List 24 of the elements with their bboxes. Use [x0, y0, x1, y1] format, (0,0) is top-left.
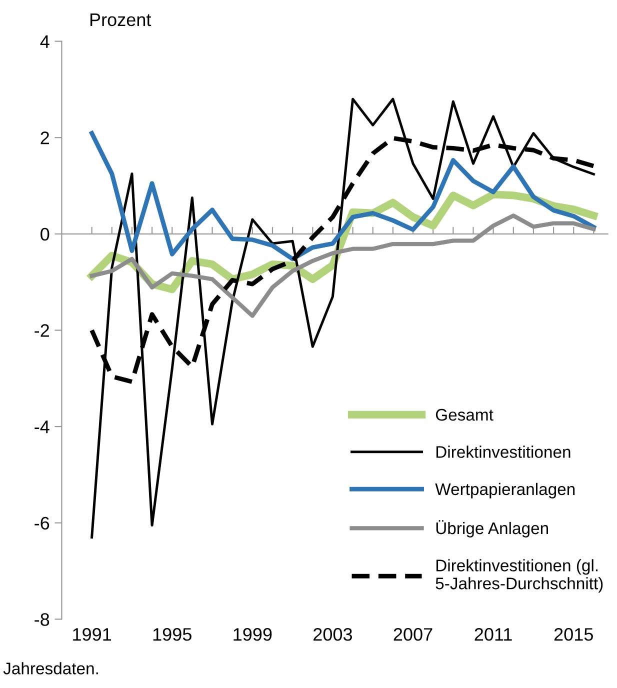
legend-label: Gesamt — [436, 408, 494, 421]
y-tick-label: -8 — [34, 613, 50, 626]
x-tick-label: 1995 — [153, 628, 192, 641]
x-tick-label: 2003 — [314, 628, 352, 641]
x-tick-label: 1991 — [73, 628, 112, 641]
y-tick-label: 0 — [40, 228, 50, 241]
y-axis-title: Prozent — [90, 14, 152, 26]
x-tick-label: 2007 — [394, 628, 432, 641]
x-tick-label: 1999 — [234, 628, 272, 641]
legend-label: Wertpapieranlagen — [435, 482, 575, 498]
legend-label: Direktinvestitionen — [436, 446, 570, 458]
y-tick-label: 4 — [40, 35, 50, 48]
line-series — [90, 98, 595, 539]
text: Jahresdaten. — [3, 662, 98, 674]
legend-label: Übrige Anlagen — [436, 520, 548, 538]
y-tick-label: 2 — [40, 132, 49, 144]
x-tick-label: 2011 — [474, 628, 512, 641]
line-series — [90, 131, 596, 262]
y-tick-label: -2 — [34, 324, 49, 337]
line-series — [90, 214, 596, 318]
y-tick-label: -4 — [34, 420, 50, 434]
x-tick-label: 2015 — [554, 628, 593, 641]
y-tick-label: -6 — [34, 516, 50, 530]
legend-label: Direktinvestitionen (gl. 5-Jahres-Durchschnitt) — [436, 559, 603, 593]
